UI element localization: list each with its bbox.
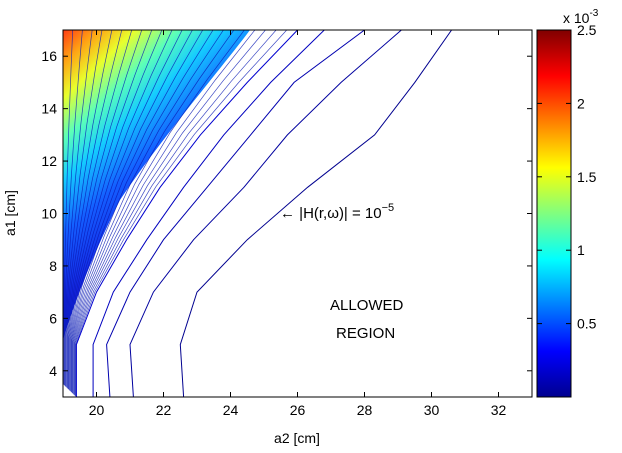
dense-contour-line [69, 30, 173, 391]
dense-contour-line [75, 30, 288, 397]
y-tick-label: 14 [41, 101, 57, 117]
x-tick-label: 30 [424, 402, 440, 418]
dense-contour-line [65, 30, 113, 387]
y-tick-label: 6 [49, 310, 57, 326]
dense-contour-line [73, 30, 256, 395]
dense-contour-line [64, 30, 103, 387]
dense-contour-line [63, 30, 83, 385]
colorbar-tick-label: 0.5 [577, 316, 597, 332]
dense-contour-line [68, 30, 163, 390]
x-tick-label: 28 [357, 402, 373, 418]
dense-contour-line [67, 30, 143, 389]
colorbar-tick-label: 1 [577, 242, 585, 258]
y-tick-label: 16 [41, 48, 57, 64]
contour-line [75, 30, 298, 397]
y-tick-label: 10 [41, 206, 57, 222]
colorbar-ticks: 0.5 1 1.5 2 2.5 [537, 22, 597, 332]
contour-line [92, 30, 325, 397]
x-tick-label: 24 [223, 402, 239, 418]
dense-contour-line [66, 30, 133, 388]
dense-contour-line [72, 30, 235, 394]
colorbar-tick-label: 1.5 [577, 169, 597, 185]
dense-contour-line [74, 30, 266, 396]
contour-line [129, 30, 402, 397]
dense-contour-line [73, 30, 245, 395]
annotation-allowed: ALLOWED [330, 297, 404, 314]
contour-line [106, 30, 365, 397]
y-tick-label: 12 [41, 153, 57, 169]
y-tick-label: 8 [49, 258, 57, 274]
dense-contour-line [63, 30, 74, 385]
annotation-h-label: ← |H(r,ω)| = 10−5 [280, 202, 394, 222]
colorbar [536, 29, 572, 398]
x-tick-label: 32 [491, 402, 507, 418]
dense-contour-line [71, 30, 224, 393]
dense-contour-line [66, 30, 123, 388]
x-axis: 20 22 24 26 28 30 32 [89, 30, 507, 418]
y-tick-label: 4 [49, 363, 57, 379]
annotation-region: REGION [336, 325, 395, 342]
x-tick-label: 20 [89, 402, 105, 418]
contour-lines [75, 30, 453, 397]
y-axis-label: a1 [cm] [2, 190, 18, 236]
y-axis: 4 6 8 10 12 14 16 [41, 48, 532, 379]
heat-region [63, 30, 288, 397]
colorbar-tick-label: 2.5 [577, 22, 597, 38]
dense-contour-line [70, 30, 193, 392]
colorbar-tick-label: 2 [577, 95, 585, 111]
colorbar-exponent: x 10-3 [563, 8, 599, 26]
dense-contour-line [64, 30, 93, 386]
x-axis-label: a2 [cm] [274, 430, 320, 446]
dense-contour-line [67, 30, 153, 389]
x-tick-label: 22 [156, 402, 172, 418]
x-tick-label: 26 [290, 402, 306, 418]
dense-contour-line [74, 30, 277, 396]
dense-contour-line [71, 30, 214, 393]
dense-contour-line [70, 30, 204, 392]
contour-line [179, 30, 453, 397]
dense-contour-line [69, 30, 183, 391]
